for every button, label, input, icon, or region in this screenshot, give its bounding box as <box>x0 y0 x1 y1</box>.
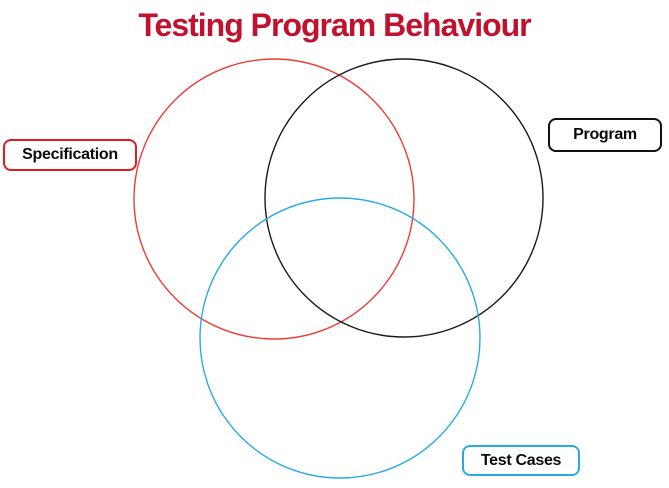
test-cases-label-text: Test Cases <box>480 451 562 469</box>
program-label-text: Program <box>573 126 637 143</box>
specification-label: Specification <box>3 139 137 171</box>
program-circle <box>264 58 544 338</box>
test-cases-label: Test Cases <box>462 445 580 476</box>
specification-circle <box>133 58 415 340</box>
test-cases-circle <box>199 197 481 479</box>
page-title: Testing Program Behaviour <box>138 7 531 43</box>
program-label: Program <box>548 118 662 152</box>
specification-label-text: Specification <box>22 146 118 163</box>
